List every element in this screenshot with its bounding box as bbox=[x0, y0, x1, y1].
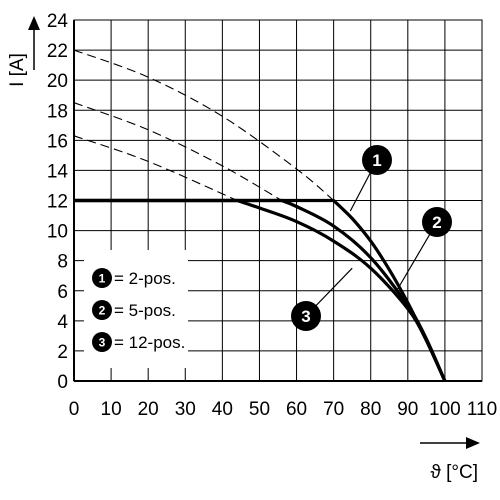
y-tick-label: 0 bbox=[57, 372, 68, 393]
unlimited-curves bbox=[73, 49, 334, 202]
y-tick-label: 14 bbox=[47, 161, 69, 182]
y-axis-label: I [A] bbox=[7, 53, 28, 87]
unlimited-curve-3 bbox=[73, 135, 238, 202]
legend-marker-label: 2 bbox=[99, 304, 106, 318]
x-tick-label: 100 bbox=[429, 399, 461, 420]
x-tick-label: 40 bbox=[212, 399, 233, 420]
marker-circle-3 bbox=[291, 301, 321, 331]
x-tick-label: 0 bbox=[69, 399, 80, 420]
legend-marker-3 bbox=[92, 332, 112, 352]
y-tick-label: 4 bbox=[57, 312, 68, 333]
axes: 0 10 20 30 40 50 60 70 80 90 100 110024681012141618… bbox=[47, 11, 497, 420]
x-tick-label: 70 bbox=[323, 399, 344, 420]
grid bbox=[73, 19, 483, 382]
x-axis-label: ϑ [°C] bbox=[430, 462, 478, 483]
x-tick-label: 110 bbox=[467, 399, 497, 420]
y-tick-label: 20 bbox=[47, 71, 68, 92]
y-tick-label: 12 bbox=[47, 192, 68, 213]
marker-label-1: 1 bbox=[372, 151, 381, 170]
legend-marker-label: 3 bbox=[99, 336, 106, 350]
legend-marker-2 bbox=[92, 300, 112, 320]
x-tick-label: 50 bbox=[249, 399, 270, 420]
y-tick-label: 8 bbox=[57, 252, 68, 273]
legend-entry-label: = 2-pos. bbox=[114, 269, 176, 288]
legend-marker-1 bbox=[92, 268, 112, 288]
y-tick-label: 2 bbox=[57, 342, 68, 363]
legend: 1 = 2-pos. 2 = 5-pos. 3 = 12-pos. bbox=[84, 250, 188, 368]
unlimited-curve-2 bbox=[73, 102, 282, 201]
y-tick-label: 16 bbox=[47, 131, 68, 152]
legend-marker-label: 1 bbox=[99, 272, 106, 286]
x-tick-label: 10 bbox=[101, 399, 122, 420]
unlimited-curve-1 bbox=[73, 49, 334, 201]
x-tick-label: 20 bbox=[138, 399, 159, 420]
axis-labels: I [A] ϑ [°C] bbox=[7, 16, 480, 483]
y-tick-label: 22 bbox=[47, 41, 68, 62]
marker-circle-1 bbox=[362, 145, 392, 175]
x-tick-label: 90 bbox=[397, 399, 418, 420]
marker-label-3: 3 bbox=[301, 307, 310, 326]
marker-circle-2 bbox=[422, 207, 452, 237]
x-tick-label: 60 bbox=[286, 399, 307, 420]
derating-curve-3 bbox=[74, 198, 447, 382]
curve-markers: 1 2 3 bbox=[291, 145, 452, 331]
legend-entry-label: = 12-pos. bbox=[114, 333, 185, 352]
y-tick-label: 10 bbox=[47, 222, 68, 243]
marker-label-2: 2 bbox=[432, 213, 441, 232]
x-tick-label: 80 bbox=[360, 399, 381, 420]
y-axis-arrowhead bbox=[28, 16, 40, 30]
x-tick-label: 30 bbox=[175, 399, 196, 420]
derating-curves bbox=[74, 198, 447, 382]
y-tick-label: 18 bbox=[47, 101, 68, 122]
x-axis-arrowhead bbox=[466, 437, 480, 449]
y-tick-label: 24 bbox=[47, 11, 69, 32]
legend-entry-label: = 5-pos. bbox=[114, 301, 176, 320]
y-tick-label: 6 bbox=[57, 282, 68, 303]
